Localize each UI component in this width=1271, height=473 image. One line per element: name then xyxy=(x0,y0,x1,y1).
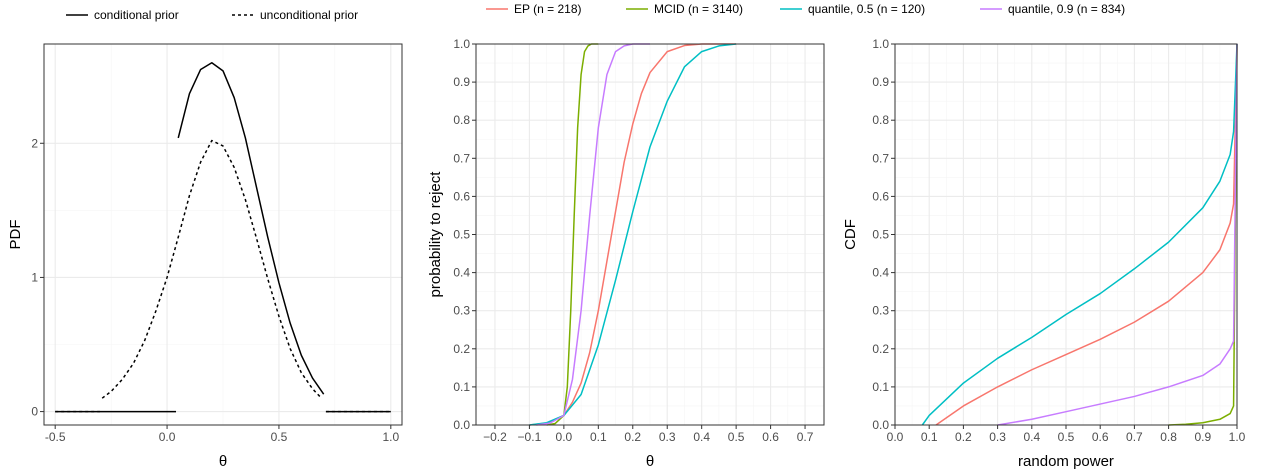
y-tick-label: 2 xyxy=(31,136,38,150)
panel-pdf: -0.5 0.0 0.5 1.0 0 1 2 θ PDF xyxy=(7,43,403,470)
x-tick-label: 1.0 xyxy=(382,430,399,444)
x-tick-label: -0.5 xyxy=(45,430,66,444)
panel-cdf: 0.0 0.1 0.2 0.3 0.4 0.5 0.6 0.7 0.8 0.9 1.0 0.0 0.1 0… xyxy=(842,37,1246,470)
series-line-conditional-prior xyxy=(177,62,325,395)
y-tick-label: 0.9 xyxy=(453,75,470,89)
legend-designs: EP (n = 218) MCID (n = 3140) quantile, 0.5… xyxy=(486,2,1125,16)
y-tick-label: 0.8 xyxy=(453,113,470,127)
y-tick-label: 1.0 xyxy=(453,37,470,51)
x-tick-label: 0.9 xyxy=(1194,430,1211,444)
y-tick-label: 1 xyxy=(31,270,38,284)
x-tick-label: 0.5 xyxy=(1058,430,1075,444)
y-axis-title: probability to reject xyxy=(427,171,444,298)
y-tick-label: 0.9 xyxy=(872,75,889,89)
y-tick-label: 0.2 xyxy=(453,342,470,356)
y-tick-label: 1.0 xyxy=(872,37,889,51)
x-tick-label: 0.3 xyxy=(989,430,1006,444)
x-tick-label: 0.5 xyxy=(728,430,745,444)
x-tick-label: −0.2 xyxy=(483,430,507,444)
legend-prior: conditional prior unconditional prior xyxy=(66,8,358,22)
y-tick-label: 0.7 xyxy=(872,151,889,165)
x-tick-label: −0.1 xyxy=(518,430,542,444)
x-tick-label: 0.8 xyxy=(1160,430,1177,444)
x-tick-label: 0.2 xyxy=(624,430,641,444)
legend-label: quantile, 0.5 (n = 120) xyxy=(808,2,925,16)
legend-label: unconditional prior xyxy=(260,8,358,22)
legend-label: MCID (n = 3140) xyxy=(654,2,743,16)
y-axis-title: PDF xyxy=(7,220,24,250)
y-tick-label: 0.3 xyxy=(453,304,470,318)
x-tick-label: 0.0 xyxy=(159,430,176,444)
x-tick-label: 0.0 xyxy=(556,430,573,444)
y-tick-label: 0.2 xyxy=(872,342,889,356)
y-tick-label: 0.0 xyxy=(453,418,470,432)
x-axis-title: random power xyxy=(1018,453,1114,470)
y-tick-label: 0.4 xyxy=(453,266,470,280)
x-tick-label: 0.4 xyxy=(1023,430,1040,444)
x-tick-label: 0.3 xyxy=(659,430,676,444)
series-line-ep-n-218 xyxy=(935,43,1238,426)
y-axis-title: CDF xyxy=(842,219,859,250)
x-tick-label: 0.4 xyxy=(693,430,710,444)
y-tick-label: 0.7 xyxy=(453,151,470,165)
series-line-mcid-n-3140 xyxy=(1168,43,1238,426)
y-tick-label: 0.0 xyxy=(872,418,889,432)
y-tick-label: 0.3 xyxy=(872,304,889,318)
x-tick-label: 0.0 xyxy=(887,430,904,444)
y-tick-label: 0.5 xyxy=(872,228,889,242)
y-tick-label: 0 xyxy=(31,405,38,419)
y-tick-label: 0.1 xyxy=(872,380,889,394)
x-axis-title: θ xyxy=(219,453,227,470)
x-tick-label: 0.6 xyxy=(762,430,779,444)
series-line-quantile-0-9-n-834 xyxy=(536,43,650,426)
series-line-ep-n-218 xyxy=(529,43,737,426)
x-tick-label: 0.2 xyxy=(955,430,972,444)
series-line-quantile-0-5-n-120 xyxy=(921,43,1238,426)
legend-label: conditional prior xyxy=(94,8,179,22)
legend-label: quantile, 0.9 (n = 834) xyxy=(1008,2,1125,16)
series-line-unconditional-prior xyxy=(101,139,322,399)
x-axis-title: θ xyxy=(646,453,654,470)
y-tick-label: 0.4 xyxy=(872,266,889,280)
x-tick-label: 0.1 xyxy=(921,430,938,444)
series-line-quantile-0-9-n-834 xyxy=(997,43,1238,426)
y-tick-label: 0.6 xyxy=(453,189,470,203)
x-tick-label: 0.7 xyxy=(1126,430,1143,444)
x-tick-label: 0.7 xyxy=(797,430,814,444)
x-tick-label: 1.0 xyxy=(1229,430,1246,444)
legend-label: EP (n = 218) xyxy=(514,2,582,16)
y-tick-label: 0.5 xyxy=(453,228,470,242)
x-tick-label: 0.1 xyxy=(590,430,607,444)
panel-probability-to-reject: −0.2 −0.1 0.0 0.1 0.2 0.3 0.4 0.5 0.6 0.7 0.0 0.1 0.… xyxy=(427,37,825,470)
y-tick-label: 0.1 xyxy=(453,380,470,394)
x-tick-label: 0.6 xyxy=(1092,430,1109,444)
y-tick-label: 0.6 xyxy=(872,189,889,203)
panel-border xyxy=(43,43,403,426)
y-tick-label: 0.8 xyxy=(872,113,889,127)
x-tick-label: 0.5 xyxy=(271,430,288,444)
